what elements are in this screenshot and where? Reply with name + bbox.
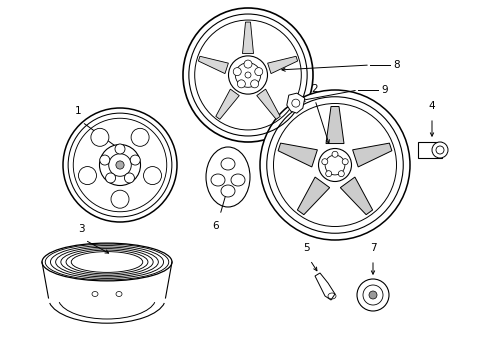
Text: 8: 8 [392, 60, 399, 70]
Polygon shape [352, 143, 391, 167]
Ellipse shape [210, 174, 224, 186]
Ellipse shape [318, 148, 351, 181]
Polygon shape [267, 56, 297, 73]
Ellipse shape [368, 291, 376, 299]
Polygon shape [325, 107, 343, 144]
Polygon shape [297, 177, 329, 215]
Polygon shape [286, 93, 304, 113]
Ellipse shape [92, 292, 98, 297]
Text: 3: 3 [78, 224, 84, 234]
Text: 1: 1 [75, 106, 81, 116]
Ellipse shape [244, 72, 250, 78]
Ellipse shape [321, 159, 327, 165]
Ellipse shape [250, 80, 258, 88]
Ellipse shape [431, 142, 447, 158]
Ellipse shape [221, 158, 235, 170]
Ellipse shape [42, 243, 172, 281]
Ellipse shape [244, 60, 251, 68]
Ellipse shape [325, 171, 331, 177]
Polygon shape [314, 273, 334, 300]
Ellipse shape [91, 128, 109, 146]
Ellipse shape [228, 56, 267, 94]
Ellipse shape [63, 108, 177, 222]
Polygon shape [198, 56, 228, 73]
Polygon shape [215, 89, 239, 119]
Ellipse shape [254, 68, 262, 76]
Ellipse shape [78, 167, 96, 185]
Ellipse shape [105, 173, 115, 183]
Ellipse shape [124, 173, 134, 183]
Ellipse shape [111, 190, 129, 208]
Polygon shape [256, 89, 280, 119]
Ellipse shape [331, 151, 337, 157]
Ellipse shape [230, 174, 244, 186]
Text: 6: 6 [212, 221, 219, 231]
Polygon shape [417, 142, 441, 158]
Ellipse shape [116, 161, 124, 169]
Text: 4: 4 [428, 101, 434, 111]
Ellipse shape [131, 128, 149, 146]
Ellipse shape [221, 185, 235, 197]
Text: 5: 5 [302, 243, 309, 253]
Text: 2: 2 [311, 84, 318, 94]
Ellipse shape [356, 279, 388, 311]
Ellipse shape [237, 80, 245, 88]
Ellipse shape [233, 68, 241, 76]
Ellipse shape [143, 167, 161, 185]
Ellipse shape [100, 155, 109, 165]
Ellipse shape [115, 144, 125, 154]
Text: 9: 9 [380, 85, 387, 95]
Polygon shape [340, 177, 372, 215]
Ellipse shape [260, 90, 409, 240]
Polygon shape [278, 143, 317, 167]
Text: 7: 7 [369, 243, 376, 253]
Polygon shape [242, 22, 253, 54]
Ellipse shape [116, 292, 122, 297]
Ellipse shape [130, 155, 140, 165]
Ellipse shape [99, 144, 140, 185]
Ellipse shape [338, 171, 344, 177]
Ellipse shape [342, 159, 347, 165]
Ellipse shape [183, 8, 312, 142]
Ellipse shape [205, 147, 249, 207]
